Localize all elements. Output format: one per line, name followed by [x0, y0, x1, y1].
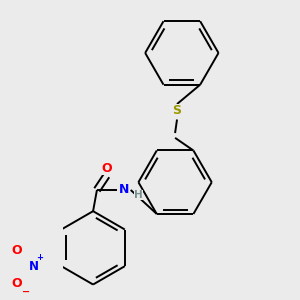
Text: S: S	[172, 104, 182, 117]
Text: O: O	[12, 277, 22, 290]
Text: O: O	[101, 162, 112, 175]
Text: O: O	[12, 244, 22, 257]
Text: +: +	[37, 253, 44, 262]
Text: H: H	[134, 190, 143, 200]
Text: −: −	[22, 287, 30, 297]
Text: N: N	[119, 184, 129, 196]
Text: N: N	[29, 260, 39, 273]
